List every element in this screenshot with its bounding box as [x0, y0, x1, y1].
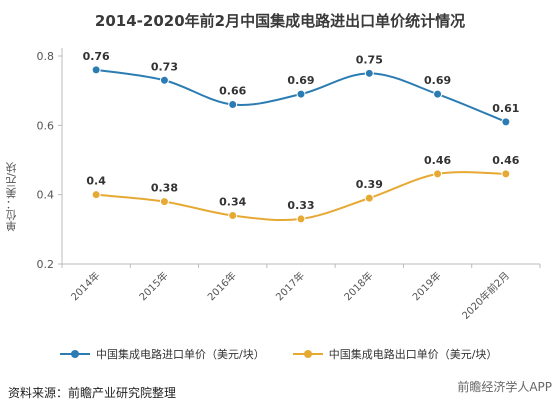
x-tick-label: 2017年 — [273, 269, 307, 303]
series-1-data-label: 0.38 — [151, 182, 178, 195]
series-1-data-label: 0.34 — [219, 195, 246, 208]
y-tick-label: 0.2 — [37, 258, 55, 271]
series-0-data-label: 0.76 — [83, 50, 110, 63]
series-1-point — [296, 214, 306, 224]
source-note: 资料来源：前瞻产业研究院整理 — [8, 386, 177, 400]
series-1-data-label: 0.33 — [287, 199, 314, 212]
series-1-data-label: 0.39 — [356, 178, 383, 191]
series-0-point — [364, 68, 374, 78]
series-1-point — [364, 193, 374, 203]
series-1-point — [91, 190, 101, 200]
x-tick-label: 2019年 — [409, 269, 443, 303]
y-tick-label: 0.6 — [37, 119, 55, 132]
legend-label-export: 中国集成电路出口单价（美元/块） — [328, 348, 498, 361]
series-1-data-label: 0.46 — [492, 154, 519, 167]
legend-item-import: 中国集成电路进口单价（美元/块） — [60, 346, 265, 362]
series-0-data-label: 0.66 — [219, 85, 246, 98]
chart-title: 2014-2020年前2月中国集成电路进出口单价统计情况 — [94, 12, 466, 30]
series-1-point — [433, 169, 443, 179]
x-tick-label: 2018年 — [341, 269, 375, 303]
x-tick-label: 2015年 — [136, 269, 170, 303]
series-0-point — [296, 89, 306, 99]
series-0-data-label: 0.75 — [356, 53, 383, 66]
series-0-data-label: 0.61 — [492, 102, 519, 115]
series-0-point — [228, 100, 238, 110]
series-0-point — [501, 117, 511, 127]
chart-legend: 中国集成电路进口单价（美元/块） 中国集成电路出口单价（美元/块） — [60, 346, 497, 362]
series-0-data-label: 0.73 — [151, 60, 178, 73]
series-1-data-label: 0.46 — [424, 154, 451, 167]
x-tick-label: 2014年 — [68, 269, 102, 303]
series-1-point — [501, 169, 511, 179]
legend-label-import: 中国集成电路进口单价（美元/块） — [96, 348, 265, 361]
y-tick-label: 0.8 — [37, 50, 55, 63]
series-0-point — [159, 75, 169, 85]
series-0-data-label: 0.69 — [287, 74, 314, 87]
x-tick-label: 2016年 — [205, 269, 239, 303]
series-0-point — [433, 89, 443, 99]
legend-swatch-export — [292, 349, 323, 359]
series-line-1 — [96, 171, 506, 221]
series-1-point — [159, 197, 169, 207]
legend-item-export: 中国集成电路出口单价（美元/块） — [292, 346, 498, 362]
series-0-point — [91, 65, 101, 75]
watermark-text: 前瞻经济学人APP — [457, 380, 552, 394]
series-1-data-label: 0.4 — [86, 175, 106, 188]
x-tick-label: 2020年前2月 — [459, 269, 512, 322]
y-tick-label: 0.4 — [37, 189, 55, 202]
series-1-point — [228, 210, 238, 220]
legend-swatch-import — [60, 349, 90, 359]
series-0-data-label: 0.69 — [424, 74, 451, 87]
